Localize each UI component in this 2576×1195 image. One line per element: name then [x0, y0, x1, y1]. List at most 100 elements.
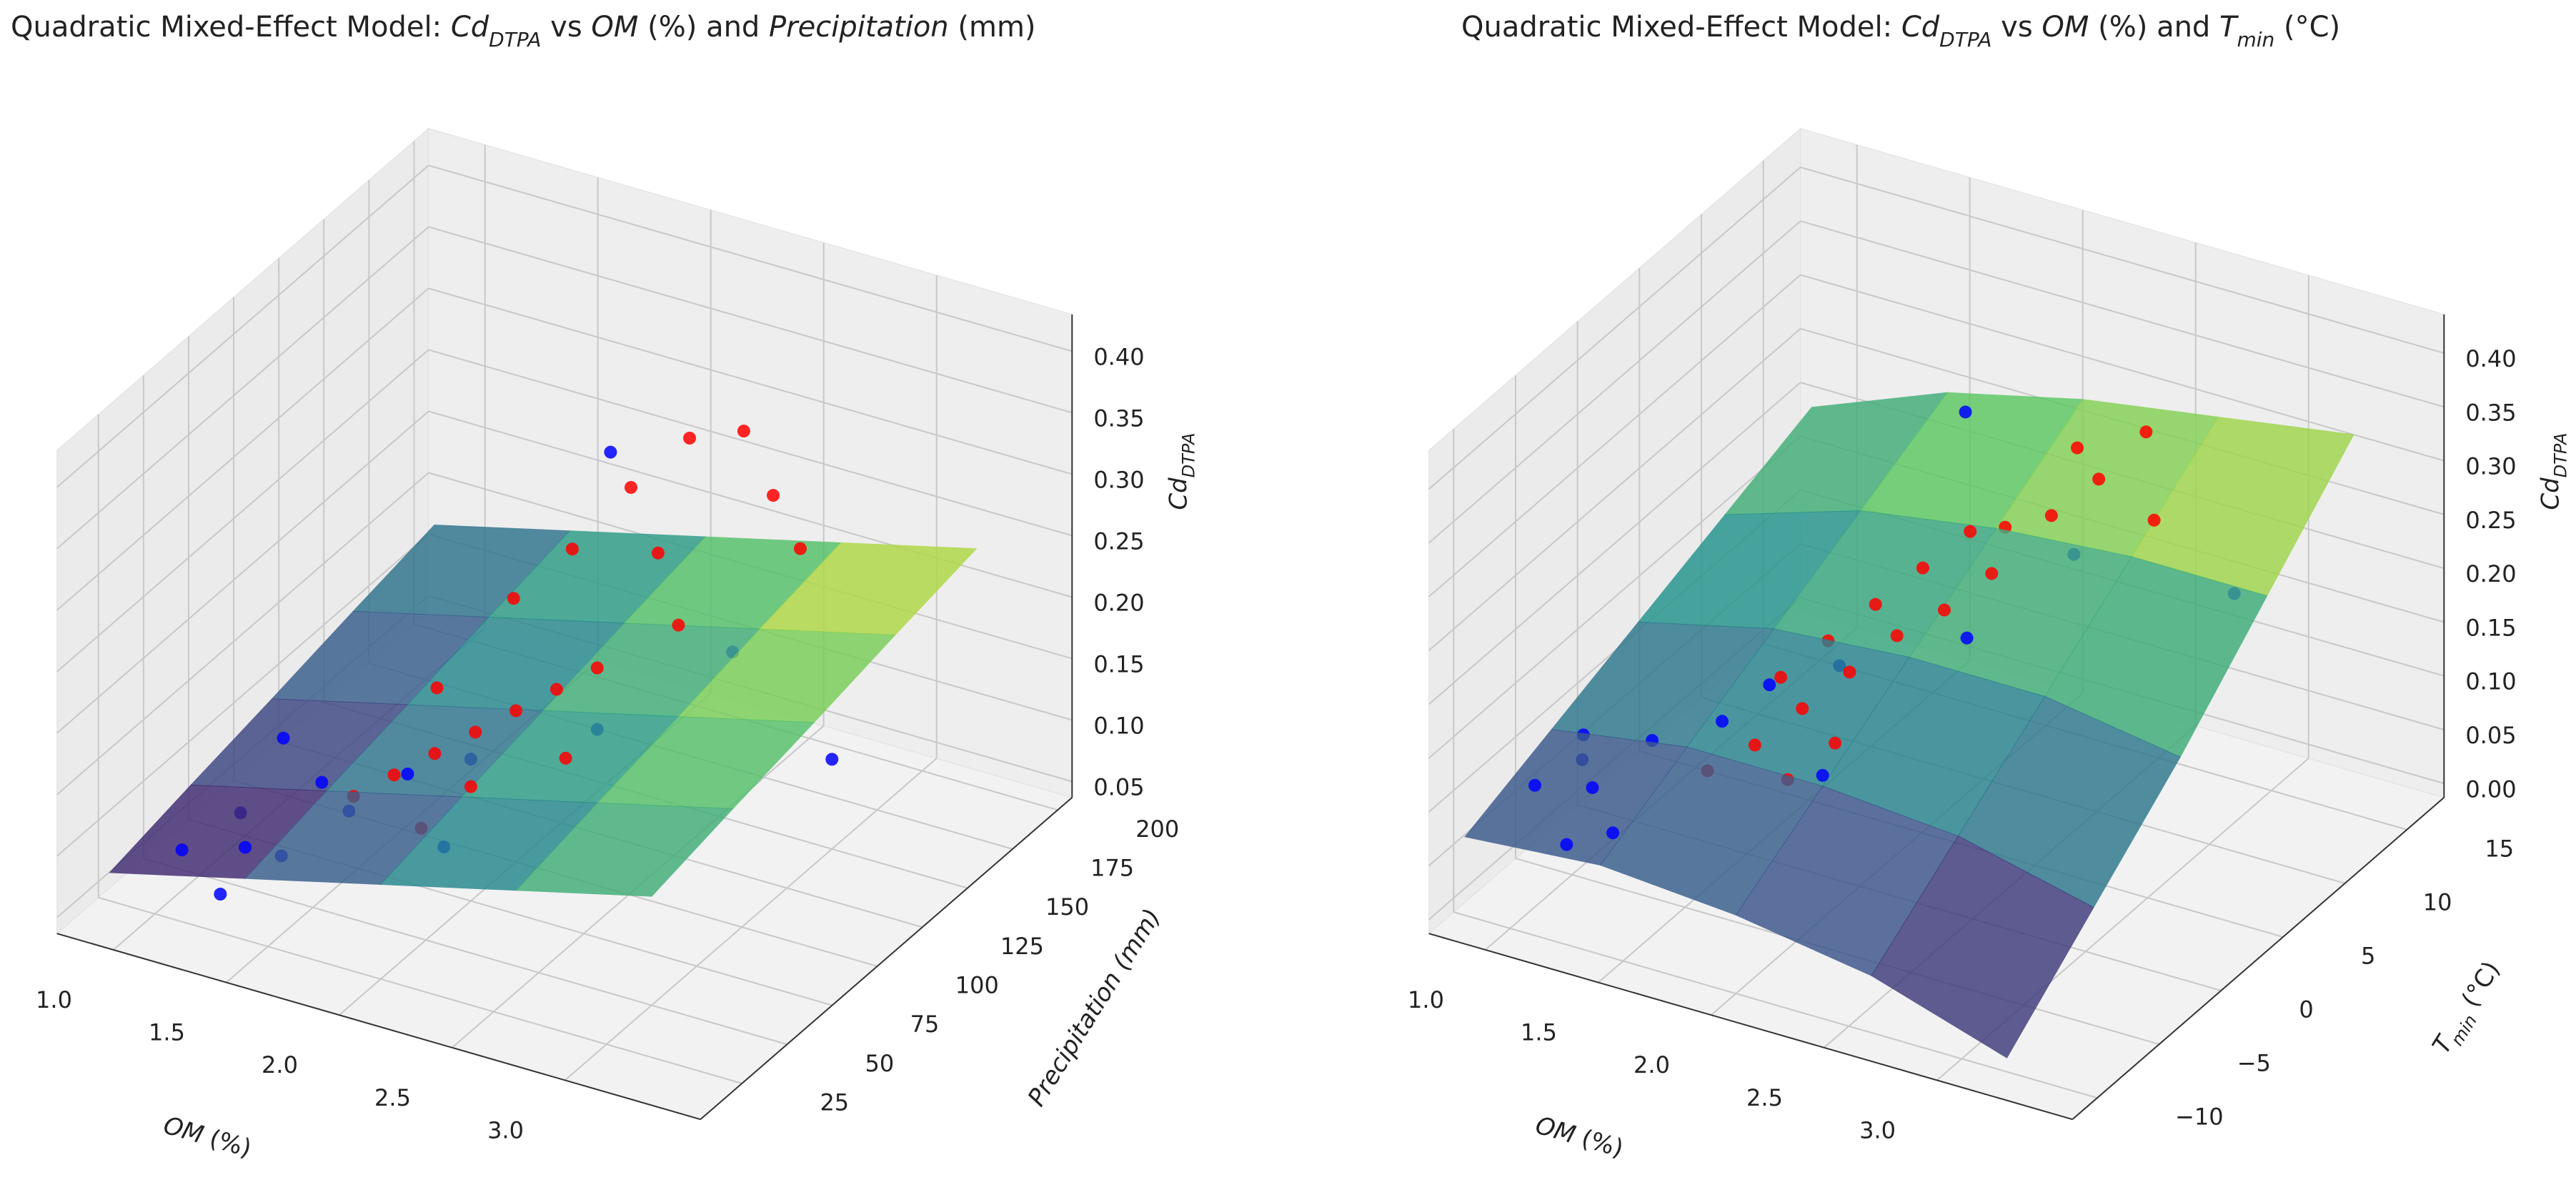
scatter-point: [1716, 715, 1729, 728]
chart-title-part: vs: [1991, 11, 2042, 44]
z-tick-label: 0.15: [1093, 650, 1144, 678]
y-tick-label: 75: [910, 1011, 940, 1038]
grid-line: [98, 896, 742, 1084]
scatter-point: [1606, 826, 1620, 840]
grid-line: [1428, 328, 1801, 651]
grid-line: [1800, 220, 2445, 408]
grid-line: [1800, 274, 2445, 462]
chart-title-part: Cd: [1901, 11, 1940, 44]
z-tick-label: 0.30: [1093, 466, 1144, 493]
scatter-point: [239, 841, 252, 854]
scatter-point: [737, 425, 750, 438]
y-tick-label: 15: [2485, 835, 2514, 862]
chart-title-part: Quadratic Mixed-Effect Model:: [1461, 11, 1901, 44]
chart-title-part: (mm): [949, 11, 1036, 44]
scatter-point: [2139, 425, 2153, 439]
grid-line: [1428, 435, 1801, 759]
scatter-point: [1748, 738, 1761, 752]
scatter-point: [2147, 513, 2161, 527]
z-tick-label: 0.05: [2465, 722, 2516, 749]
chart-title-part: (%) and: [2089, 11, 2219, 44]
y-tick-label: 5: [2361, 943, 2375, 970]
scatter-point: [1960, 631, 1974, 645]
scatter-point: [1586, 781, 1599, 795]
scatter-point: [277, 731, 290, 745]
z-axis-label: CdDTPA: [2536, 432, 2571, 510]
x-tick-label: 3.0: [487, 1116, 524, 1144]
scatter-point: [767, 489, 780, 502]
axis-line: [2072, 797, 2445, 1120]
z-tick-label: 0.35: [1093, 405, 1144, 432]
chart-title-part: Precipitation: [769, 11, 949, 44]
scatter-point: [1964, 525, 1977, 538]
scatter-point: [1763, 678, 1776, 692]
z-tick-label: 0.10: [2465, 668, 2516, 695]
scatter-point: [2092, 472, 2106, 486]
chart-title-part: DTPA: [489, 28, 541, 51]
x-axis-label-part: (%): [1571, 1121, 1626, 1163]
grid-line: [56, 533, 429, 857]
grid-line: [1428, 274, 1801, 598]
grid-line: [1428, 220, 1801, 544]
scatter-point: [430, 681, 444, 695]
grid-line: [56, 164, 429, 488]
y-tick-label: 175: [1090, 855, 1134, 882]
chart-title-part: min: [2237, 28, 2274, 51]
y-axis-label-part: (°C): [2452, 956, 2505, 1018]
scatter-point: [1890, 629, 1904, 643]
scatter-point: [1985, 567, 1999, 580]
scatter-point: [1528, 778, 1542, 792]
surface-patch: [1871, 835, 2094, 1058]
chart-title-part: OM: [2042, 11, 2089, 44]
grid-line: [1428, 382, 1801, 705]
z-axis-label: CdDTPA: [1164, 432, 1199, 510]
scatter-point: [825, 753, 839, 766]
grid-line: [428, 410, 1073, 598]
x-tick-label: 2.0: [262, 1051, 298, 1079]
y-tick-label: 100: [955, 972, 999, 999]
z-tick-label: 0.40: [1093, 343, 1144, 370]
z-tick-label: 0.35: [2465, 399, 2516, 426]
z-tick-label: 0.15: [2465, 614, 2516, 641]
z-tick-label: 0.40: [2465, 345, 2516, 372]
z-tick-label: 0.05: [1093, 773, 1144, 800]
grid-line: [428, 226, 1073, 414]
scatter-point: [2071, 441, 2084, 455]
grid-line: [143, 858, 787, 1046]
scatter-point: [1869, 598, 1882, 611]
y-tick-label: −5: [2237, 1050, 2271, 1077]
scatter-point: [793, 542, 807, 555]
z-axis-label-part: DTPA: [2550, 432, 2570, 477]
chart-title-part: T: [2219, 11, 2239, 44]
x-axis-label-part: OM: [160, 1111, 207, 1149]
scatter-point: [549, 683, 563, 696]
scatter-point: [509, 704, 523, 718]
scatter-point: [507, 592, 520, 605]
scatter-point: [590, 661, 604, 675]
grid-line: [428, 164, 1073, 352]
y-tick-label: 25: [820, 1089, 849, 1116]
chart-title: Quadratic Mixed-Effect Model: CdDTPA vs …: [11, 11, 1036, 51]
y-tick-label: 10: [2423, 889, 2452, 916]
grid-line: [565, 758, 938, 1081]
chart-title-part: vs: [541, 11, 591, 44]
scatter-point: [604, 445, 617, 459]
grid-line: [56, 287, 429, 611]
scatter-point: [1829, 736, 1842, 750]
x-tick-label: 1.0: [1408, 986, 1444, 1013]
x-tick-label: 3.0: [1859, 1116, 1896, 1144]
scatter-point: [565, 542, 579, 556]
z-tick-label: 0.25: [1093, 527, 1144, 555]
y-tick-label: 0: [2299, 996, 2313, 1023]
scatter-point: [175, 843, 189, 857]
x-tick-label: 1.5: [149, 1019, 185, 1046]
surface-patch: [515, 802, 734, 897]
axis-line: [1428, 933, 2073, 1121]
scatter-point: [1560, 838, 1573, 851]
z-tick-label: 0.10: [1093, 712, 1144, 739]
scatter-point: [387, 768, 401, 782]
z-tick-label: 0.20: [1093, 589, 1144, 616]
z-axis-label-part: Cd: [2536, 477, 2565, 510]
grid-line: [1453, 911, 2098, 1099]
